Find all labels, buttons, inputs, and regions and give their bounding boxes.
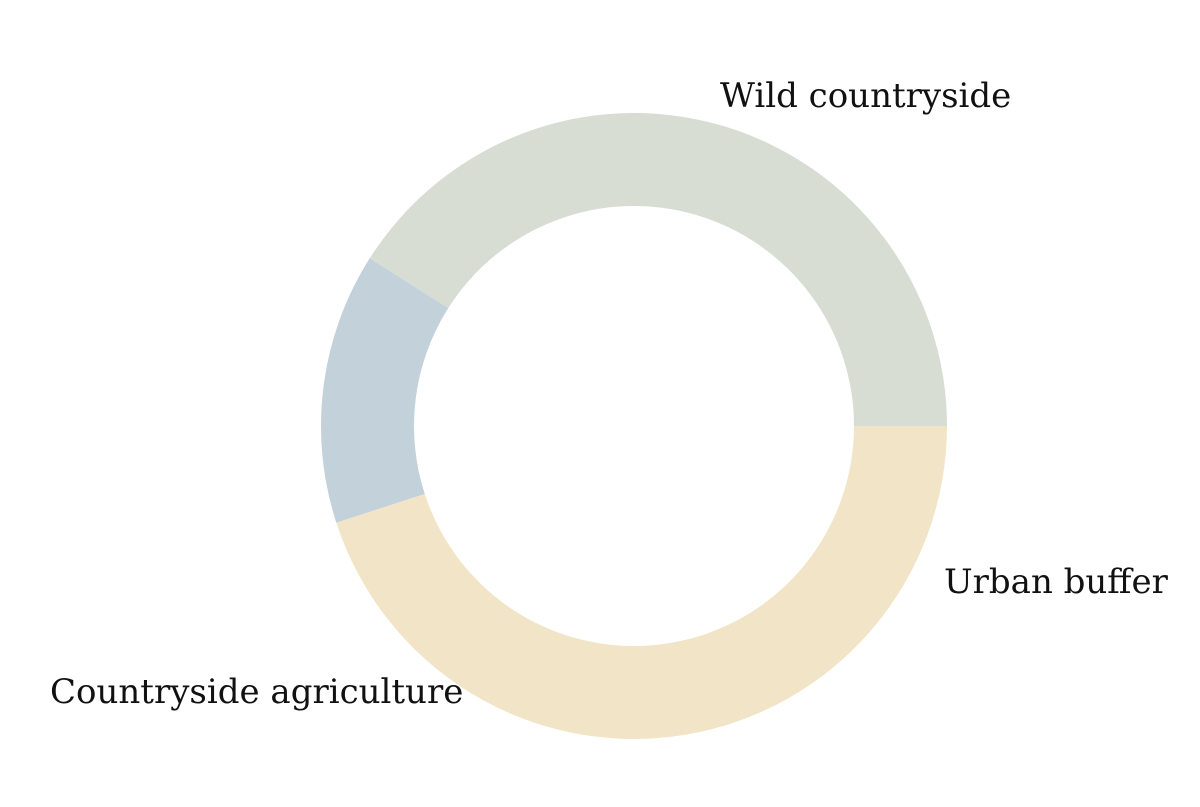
slice-label-countryside-agriculture: Countryside agriculture	[50, 672, 463, 712]
slice-wild-countryside	[369, 113, 948, 426]
slice-label-urban-buffer: Urban buffer	[944, 562, 1169, 602]
slice-countryside-agriculture	[336, 426, 947, 739]
slice-urban-buffer	[321, 258, 449, 523]
donut-slices	[321, 113, 948, 739]
slice-label-wild-countryside: Wild countryside	[720, 76, 1011, 116]
